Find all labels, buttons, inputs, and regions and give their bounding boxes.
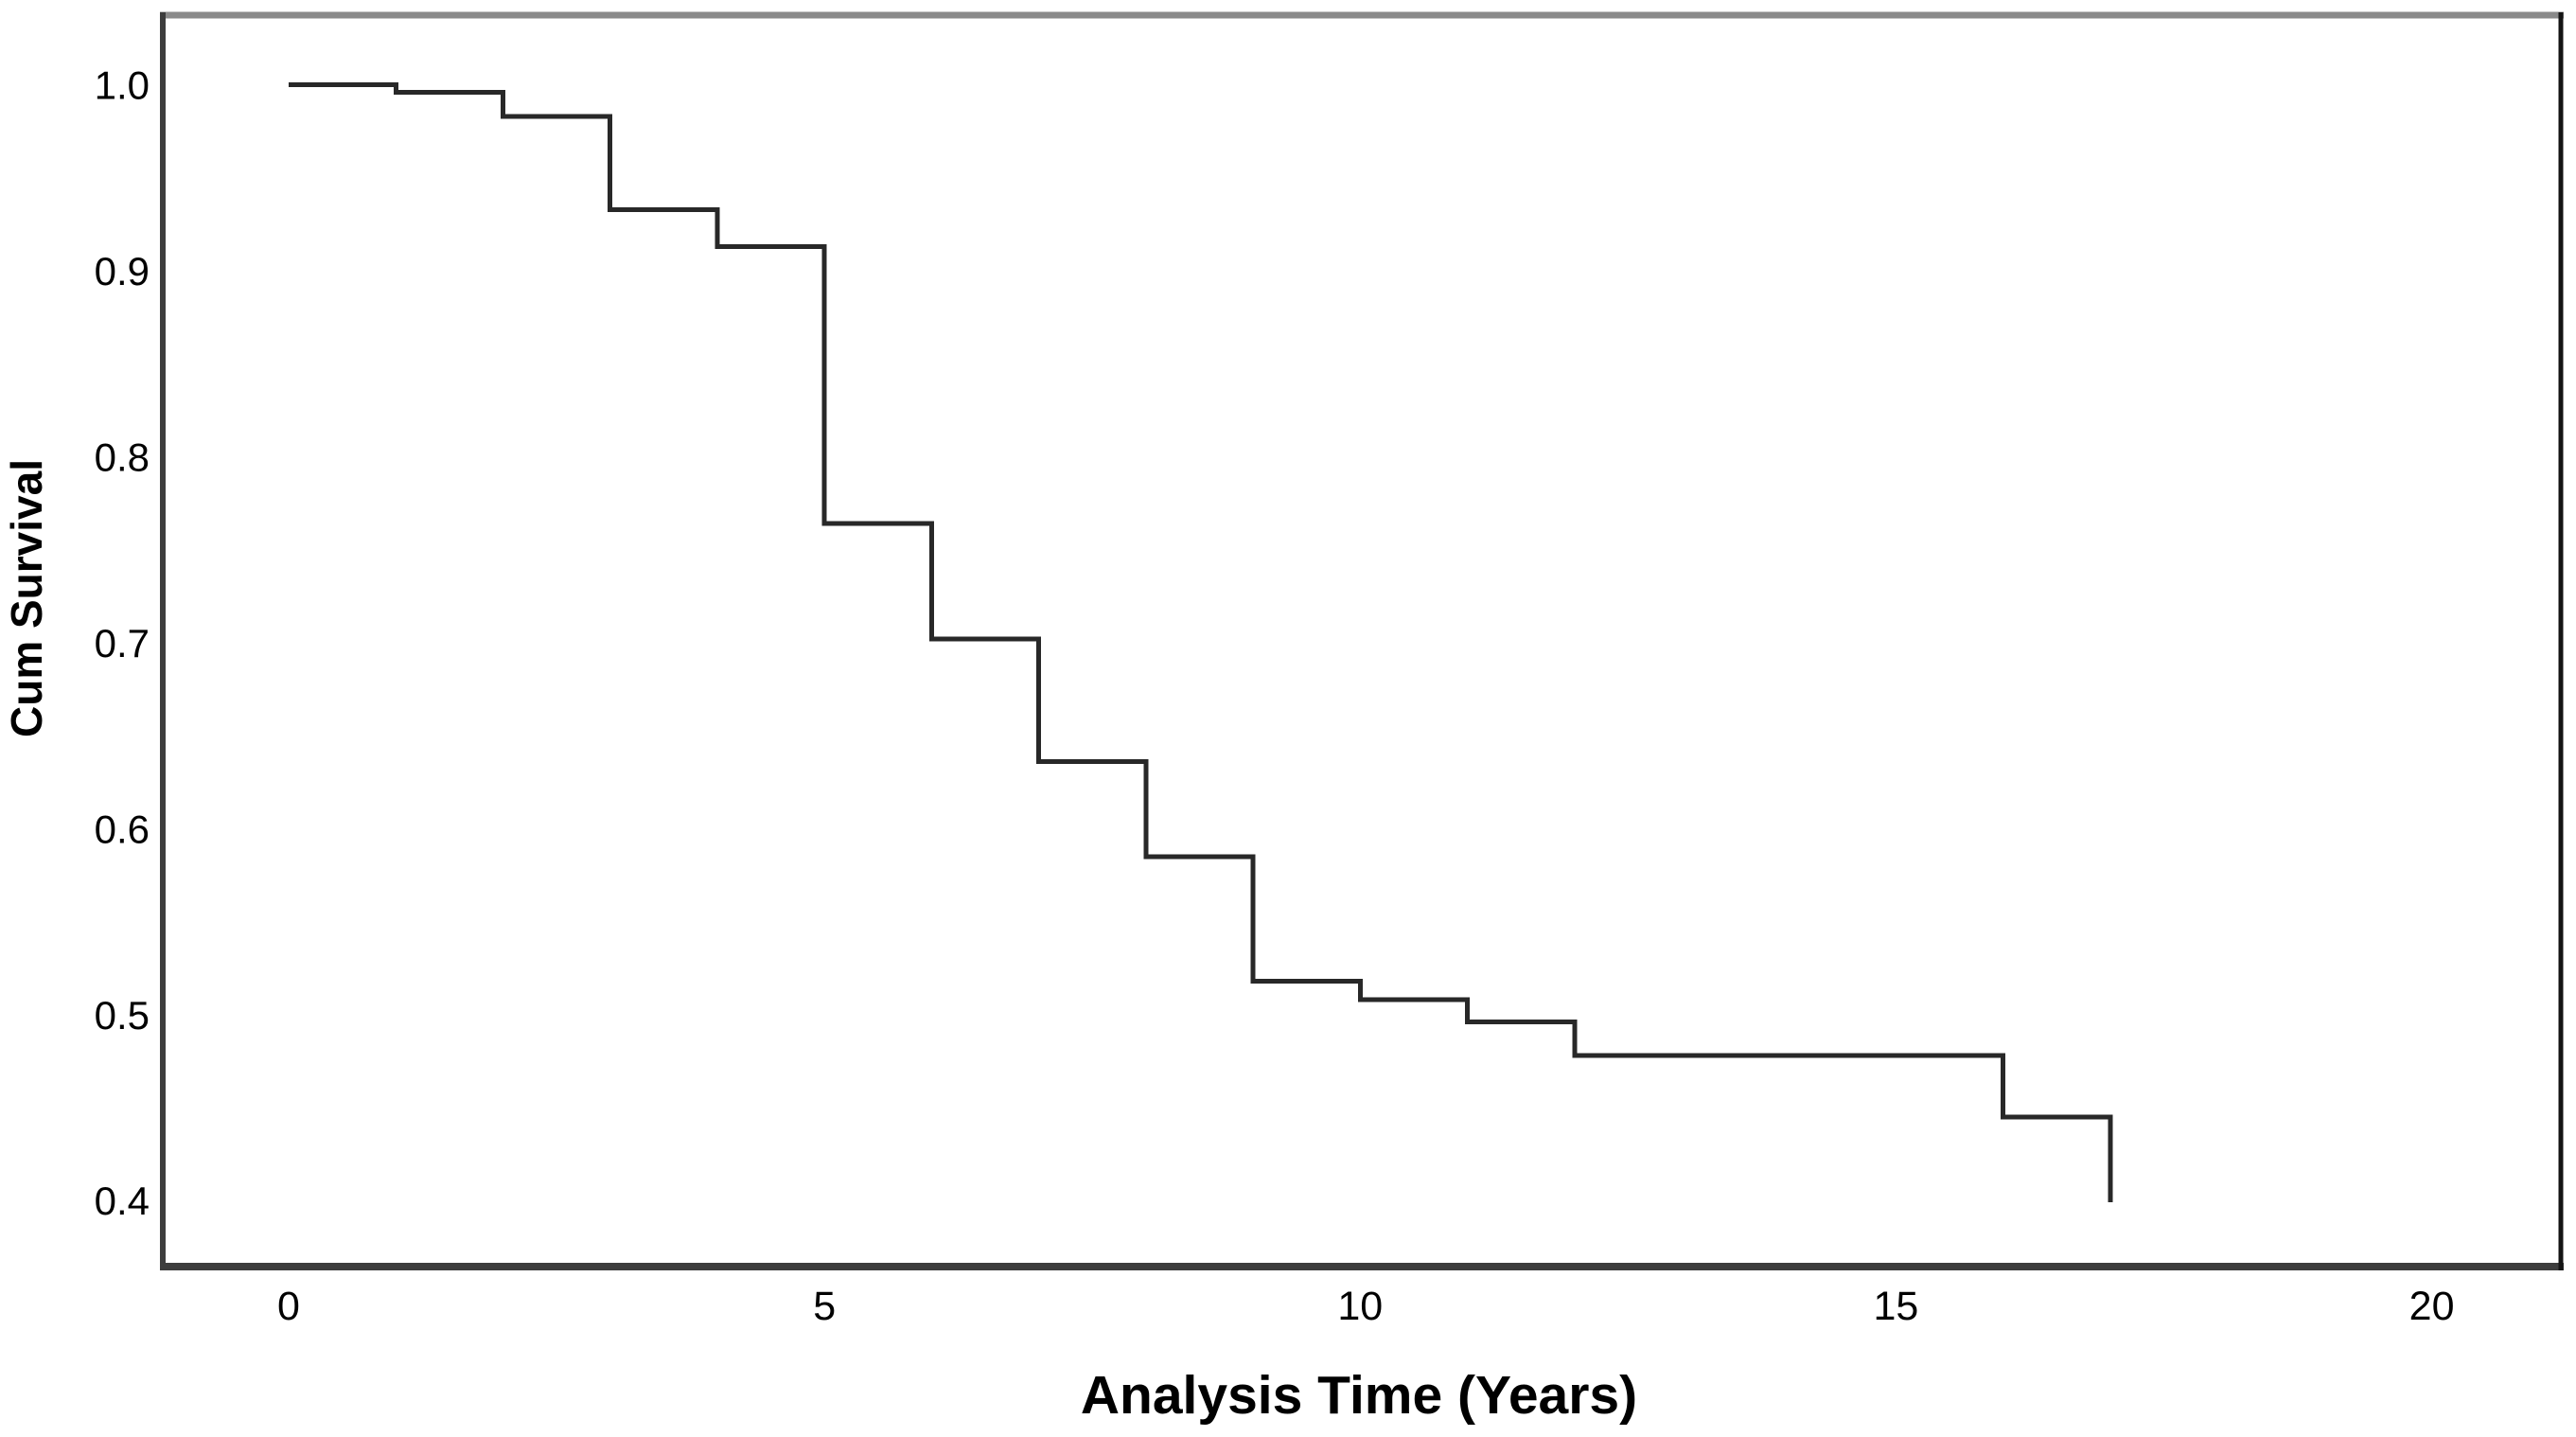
y-axis-title: Cum Survival [2,459,51,737]
x-tick-label: 20 [2409,1284,2455,1329]
y-tick-label: 0.4 [95,1179,150,1223]
y-tick-label: 0.6 [95,807,150,851]
survival-curve [289,82,2113,1203]
x-tick-label: 5 [813,1284,836,1329]
x-axis-tick-labels: 0 5 10 15 20 [277,1284,2454,1329]
plot-area [163,14,2561,1266]
y-tick-label: 0.5 [95,993,150,1038]
y-tick-label: 0.9 [95,249,150,293]
x-tick-label: 10 [1337,1284,1383,1329]
x-axis-title: Analysis Time (Years) [1081,1365,1637,1426]
y-tick-label: 0.7 [95,621,150,665]
y-tick-label: 0.8 [95,435,150,480]
y-tick-label: 1.0 [95,63,150,108]
x-tick-label: 15 [1873,1284,1918,1329]
y-axis-tick-labels: 1.0 0.9 0.8 0.7 0.6 0.5 0.4 [95,63,150,1224]
x-tick-label: 0 [277,1284,300,1329]
